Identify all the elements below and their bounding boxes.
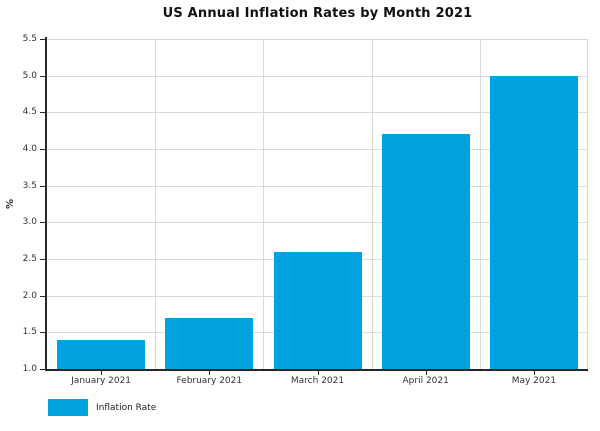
x-tick-mark — [101, 371, 103, 375]
x-axis-line — [45, 369, 588, 371]
y-tick-mark — [40, 39, 45, 40]
gridline-horizontal — [47, 112, 588, 114]
y-tick-mark — [40, 149, 45, 150]
chart-title: US Annual Inflation Rates by Month 2021 — [162, 6, 473, 21]
bar-february-2021 — [165, 317, 254, 369]
bar-may-2021 — [489, 75, 578, 369]
gridline-horizontal — [47, 222, 588, 224]
legend: Inflation Rate — [48, 399, 156, 416]
x-tick-label: January 2021 — [71, 376, 132, 386]
y-tick-label: 2.5 — [22, 254, 37, 264]
y-tick-label: 3.5 — [22, 180, 37, 191]
x-tick-mark — [317, 371, 319, 375]
gridline-vertical — [371, 39, 373, 369]
gridline-horizontal — [47, 75, 588, 77]
y-tick-label: 5.0 — [22, 70, 37, 81]
y-tick-label: 3.0 — [22, 217, 37, 228]
y-tick-mark — [40, 75, 45, 77]
y-tick-mark — [40, 185, 45, 187]
y-tick-label: 4.0 — [22, 144, 37, 154]
y-tick-label: 5.5 — [22, 34, 37, 44]
y-tick-label: 1.0 — [22, 364, 37, 374]
y-tick-mark — [40, 112, 45, 114]
x-tick-mark — [425, 371, 427, 375]
y-tick-mark — [40, 295, 45, 297]
y-tick-mark — [40, 369, 45, 370]
bar-january-2021 — [57, 339, 146, 369]
gridline-vertical — [155, 39, 157, 369]
x-tick-label: March 2021 — [290, 376, 345, 386]
y-tick-mark — [40, 259, 45, 260]
y-axis-line — [45, 37, 47, 371]
gridline-vertical — [263, 39, 265, 369]
gridline-horizontal — [47, 149, 588, 150]
bar-april-2021 — [381, 134, 470, 369]
legend-label: Inflation Rate — [96, 402, 157, 413]
x-tick-label: April 2021 — [402, 376, 449, 386]
plot-area — [47, 39, 588, 369]
gridline-vertical — [587, 39, 588, 369]
y-tick-label: 4.5 — [22, 107, 37, 118]
bar-march-2021 — [273, 251, 362, 369]
gridline-horizontal — [47, 185, 588, 187]
gridline-horizontal — [47, 39, 588, 40]
legend-swatch — [48, 399, 88, 416]
y-tick-mark — [40, 222, 45, 224]
y-tick-mark — [40, 332, 45, 334]
x-tick-label: May 2021 — [511, 376, 557, 386]
y-tick-label: 1.5 — [22, 327, 37, 338]
x-tick-mark — [209, 371, 211, 375]
x-tick-mark — [533, 371, 535, 375]
gridline-vertical — [479, 39, 481, 369]
x-tick-label: February 2021 — [176, 376, 243, 386]
y-tick-label: 2.0 — [22, 290, 37, 301]
